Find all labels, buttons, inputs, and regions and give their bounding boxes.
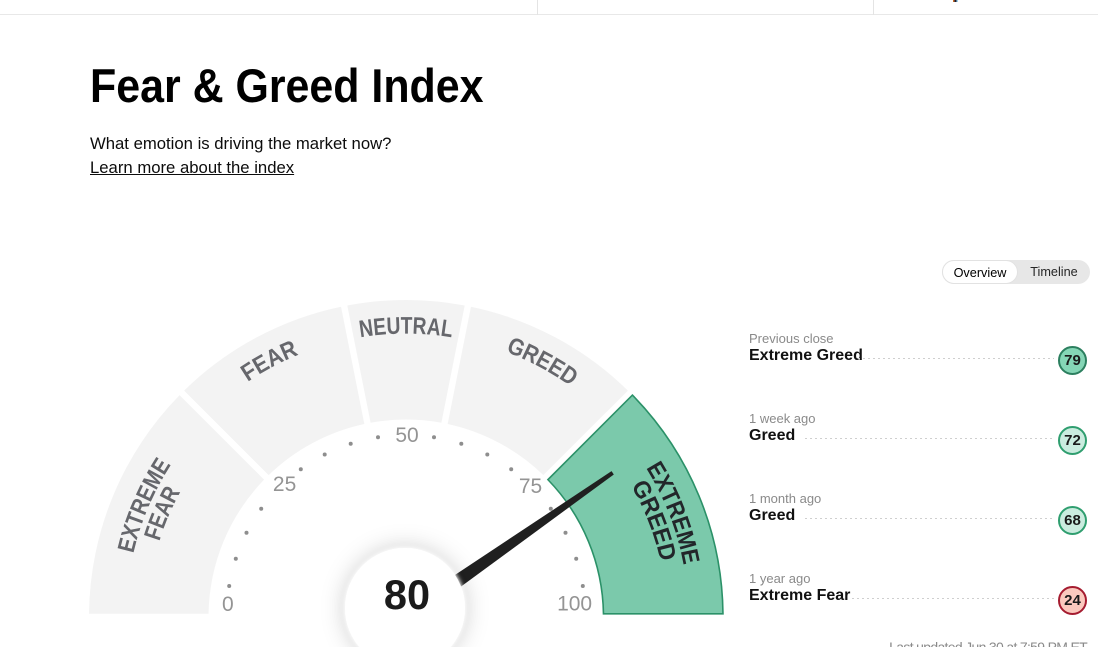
svg-text:0: 0 bbox=[222, 593, 234, 616]
svg-text:75: 75 bbox=[519, 475, 542, 498]
svg-text:50: 50 bbox=[395, 424, 418, 447]
svg-text:80: 80 bbox=[384, 571, 430, 618]
svg-text:100: 100 bbox=[557, 593, 592, 616]
svg-text:NEUTRAL: NEUTRAL bbox=[357, 313, 454, 344]
svg-text:25: 25 bbox=[273, 473, 296, 496]
